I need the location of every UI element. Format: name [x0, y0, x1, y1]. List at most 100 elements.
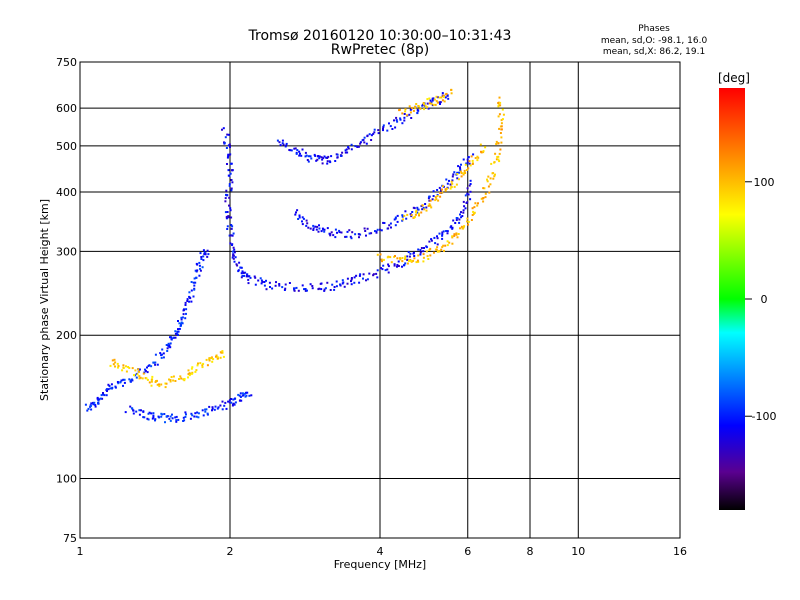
scatter-point [443, 100, 446, 103]
scatter-point [221, 350, 224, 353]
scatter-point [396, 265, 398, 268]
scatter-point [169, 415, 172, 418]
scatter-point [231, 244, 233, 246]
scatter-point [143, 416, 146, 419]
scatter-point [227, 216, 230, 219]
scatter-point [395, 116, 398, 119]
scatter-point [224, 211, 227, 214]
scatter-point [483, 187, 486, 190]
scatter-point [446, 230, 449, 233]
scatter-point [304, 155, 307, 158]
scatter-point [406, 255, 409, 258]
scatter-point [169, 342, 172, 345]
scatter-point [131, 378, 133, 381]
scatter-point [403, 264, 405, 267]
scatter-point [125, 370, 128, 373]
scatter-point [428, 203, 431, 206]
scatter-point [350, 280, 352, 283]
scatter-point [196, 364, 199, 367]
scatter-point [434, 196, 437, 199]
scatter-point [379, 228, 381, 231]
scatter-point [365, 142, 368, 145]
scatter-point [321, 158, 324, 161]
scatter-point [227, 153, 230, 156]
scatter-point [138, 409, 141, 412]
plot-frame [79, 61, 681, 539]
scatter-point [230, 187, 233, 190]
scatter-point [442, 94, 445, 97]
scatter-point [228, 401, 231, 404]
scatter-point [178, 378, 180, 380]
scatter-point [450, 225, 453, 228]
scatter-point [410, 117, 413, 119]
scatter-point [495, 158, 498, 161]
scatter-point [469, 179, 472, 182]
scatter-point [410, 260, 413, 262]
scatter-point [441, 234, 444, 237]
scatter-point [395, 119, 398, 122]
scatter-point [396, 120, 399, 123]
scatter-point [191, 372, 194, 375]
scatter-point [180, 324, 182, 327]
scatter-point [427, 258, 430, 260]
scatter-point [451, 175, 454, 178]
scatter-point [232, 398, 235, 401]
scatter-point [188, 291, 191, 294]
scatter-point [412, 259, 415, 262]
scatter-point [137, 368, 140, 371]
scatter-point [159, 352, 162, 355]
scatter-point [422, 250, 425, 253]
scatter-point [346, 277, 349, 280]
scatter-point [450, 88, 453, 91]
scatter-point [441, 237, 444, 240]
scatter-point [477, 156, 480, 159]
scatter-point [425, 209, 428, 212]
scatter-point [326, 162, 329, 165]
scatter-point [472, 153, 475, 156]
scatter-point [376, 253, 379, 256]
scatter-point [389, 222, 392, 225]
scatter-point [433, 98, 436, 101]
scatter-point [174, 336, 177, 339]
scatter-point [197, 412, 200, 415]
scatter-point [312, 227, 315, 230]
scatter-point [422, 260, 425, 263]
scatter-point [151, 417, 154, 420]
scatter-point [359, 142, 362, 145]
scatter-point [435, 95, 438, 98]
scatter-point [206, 255, 209, 258]
scatter-point [317, 155, 320, 157]
scatter-point [228, 153, 231, 156]
scatter-point [414, 213, 417, 216]
scatter-point [370, 139, 373, 141]
scatter-point [117, 382, 120, 385]
scatter-point [301, 284, 304, 287]
scatter-point [393, 119, 395, 122]
scatter-point [160, 356, 163, 359]
scatter-point [157, 415, 160, 418]
scatter-point [417, 248, 420, 251]
scatter-point [320, 230, 323, 233]
scatter-point [156, 363, 159, 366]
scatter-point [469, 164, 472, 167]
scatter-point [345, 235, 348, 238]
scatter-point [227, 174, 230, 177]
scatter-point [425, 246, 428, 249]
scatter-point [434, 103, 437, 106]
scatter-point [165, 344, 168, 346]
scatter-point [230, 169, 233, 172]
y-tick-label: 500 [56, 140, 77, 153]
scatter-point [94, 405, 97, 408]
scatter-point [356, 146, 359, 148]
scatter-point [453, 233, 456, 236]
scatter-point [497, 142, 500, 145]
scatter-point [326, 157, 329, 159]
scatter-point [489, 183, 492, 186]
scatter-point [232, 246, 235, 249]
scatter-point [188, 295, 191, 298]
scatter-point [350, 148, 353, 151]
scatter-point [422, 253, 425, 256]
x-tick-label: 8 [527, 545, 534, 558]
scatter-point [486, 178, 488, 181]
scatter-point [305, 224, 308, 227]
